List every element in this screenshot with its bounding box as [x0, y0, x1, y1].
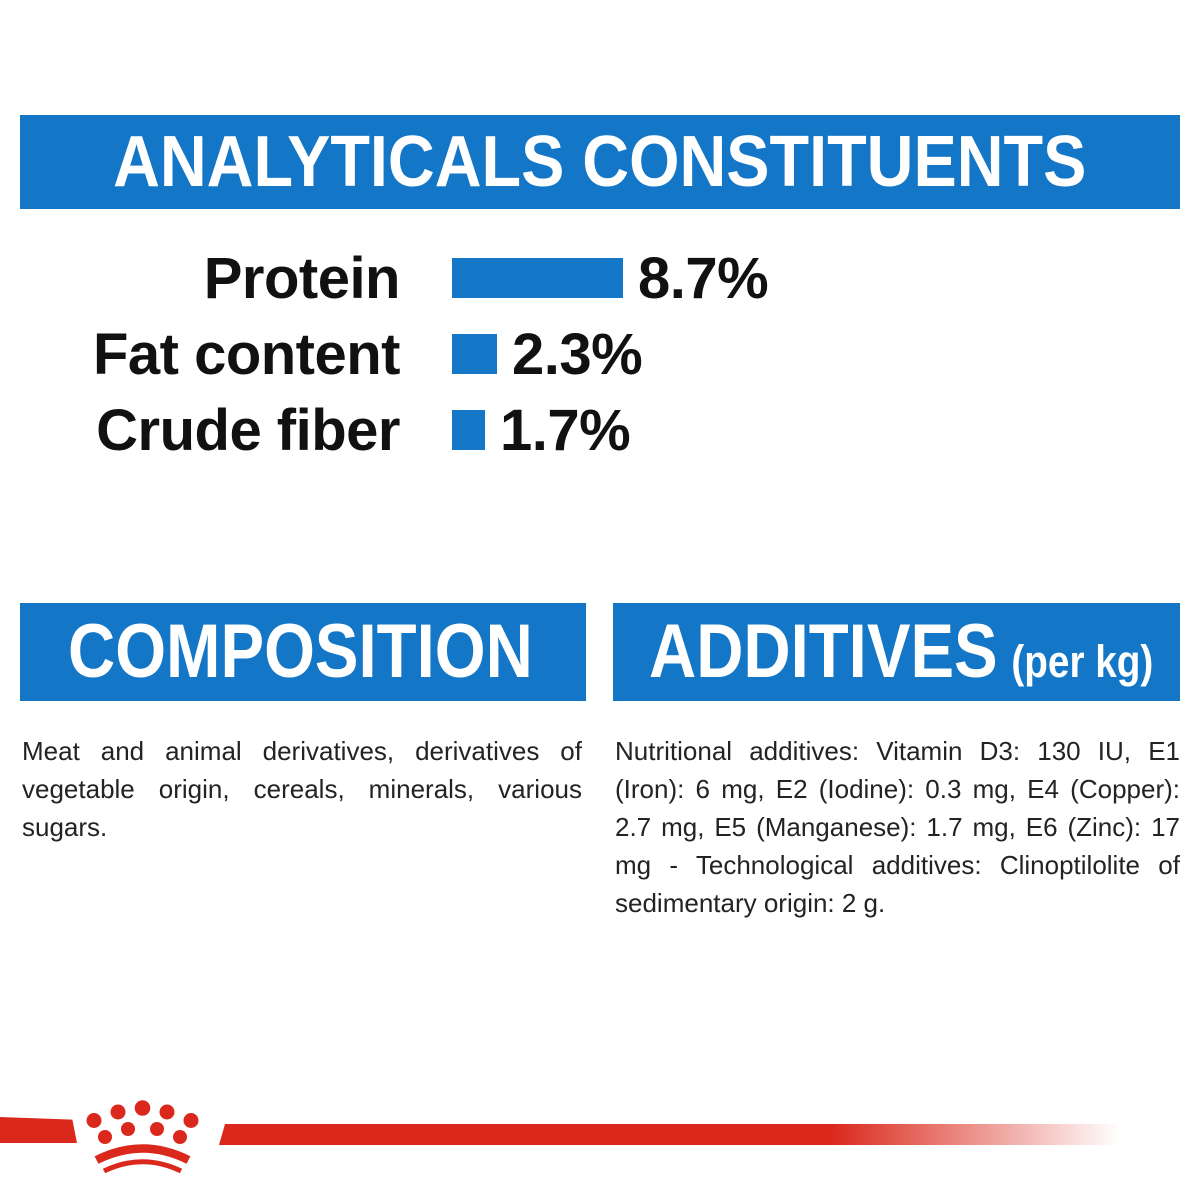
chart-bar-crude-fiber: [452, 410, 485, 450]
analyticals-title: ANALYTICALS CONSTITUENTS: [113, 122, 1087, 202]
chart-row-crude-fiber: Crude fiber 1.7%: [0, 392, 860, 468]
additives-header-banner: ADDITIVES (per kg): [613, 603, 1180, 701]
brand-ribbon-left: [0, 1117, 77, 1143]
chart-bar-fat-content: [452, 334, 497, 374]
additives-title: ADDITIVES: [649, 609, 998, 694]
royal-canin-crown-icon: [86, 1100, 199, 1174]
chart-value-fat-content: 2.3%: [512, 321, 643, 387]
additives-title-row: ADDITIVES (per kg): [649, 614, 1153, 690]
analyticals-header-banner: ANALYTICALS CONSTITUENTS: [20, 115, 1180, 209]
composition-title: COMPOSITION: [68, 609, 533, 694]
chart-value-crude-fiber: 1.7%: [500, 397, 631, 463]
chart-label-protein: Protein: [203, 245, 401, 311]
chart-row-protein: Protein 8.7%: [0, 240, 860, 316]
brand-ribbon-right: [219, 1124, 1120, 1145]
additives-body-text: Nutritional additives: Vitamin D3: 130 I…: [615, 736, 1180, 918]
composition-header-banner: COMPOSITION: [20, 603, 586, 701]
additives-unit-note: (per kg): [1011, 636, 1154, 687]
chart-label-crude-fiber: Crude fiber: [96, 397, 400, 463]
chart-label-fat-content: Fat content: [92, 321, 401, 387]
chart-value-protein: 8.7%: [638, 245, 769, 311]
chart-row-fat-content: Fat content 2.3%: [0, 316, 860, 392]
analyticals-bar-chart: Protein 8.7% Fat content 2.3% Crude fibe…: [0, 240, 860, 468]
composition-body-text: Meat and animal derivatives, derivatives…: [22, 736, 582, 842]
chart-bar-protein: [452, 258, 623, 298]
